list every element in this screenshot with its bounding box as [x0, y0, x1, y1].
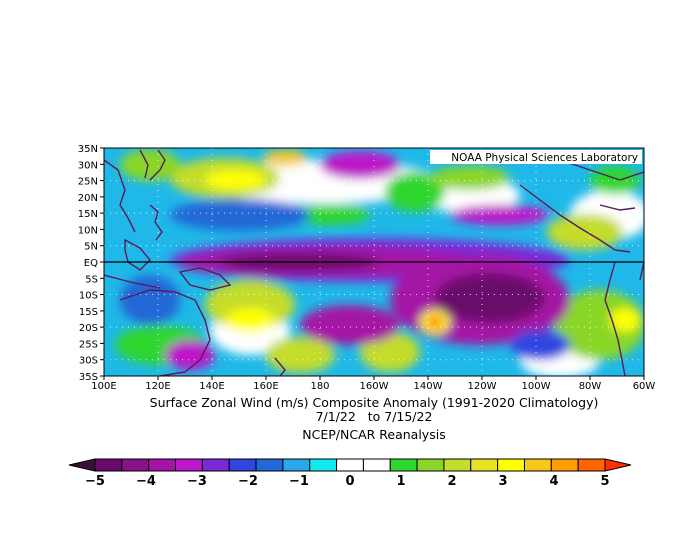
colorbar-label: −4	[136, 474, 156, 489]
colorbar-cell	[416, 458, 445, 472]
lon-label: 100E	[91, 381, 116, 392]
lat-label: 15N	[78, 209, 98, 220]
colorbar: −5 −4 −3 −2 −1 0 1 2 3 4 5	[68, 458, 632, 489]
lon-labels: 100E 120E 140E 160E 180 160W 140W 120W 1…	[91, 381, 655, 392]
colorbar-label: −1	[289, 474, 309, 489]
lat-label: 20S	[79, 323, 98, 334]
lat-label: 5N	[84, 242, 98, 253]
lon-label: 100W	[522, 381, 551, 392]
colorbar-cell	[550, 458, 579, 472]
colorbar-cell	[523, 458, 552, 472]
lon-label: 120W	[468, 381, 497, 392]
lat-label: EQ	[84, 258, 98, 269]
credit-text: NOAA Physical Sciences Laboratory	[451, 152, 638, 164]
colorbar-cell	[470, 458, 499, 472]
colorbar-cell	[175, 458, 203, 472]
colorbar-cell	[201, 458, 230, 472]
colorbar-cell	[336, 458, 364, 472]
colorbar-cell	[497, 458, 525, 472]
lat-label: 30N	[78, 160, 98, 171]
colorbar-cell	[309, 458, 338, 472]
colorbar-cell	[94, 458, 123, 472]
data-source: NCEP/NCAR Reanalysis	[302, 427, 445, 442]
lon-label: 140E	[199, 381, 224, 392]
colorbar-label: −3	[187, 474, 207, 489]
colorbar-label: 1	[396, 474, 405, 489]
colorbar-arrow-high	[604, 458, 632, 472]
colorbar-label: 4	[549, 474, 558, 489]
lat-label: 35N	[78, 144, 98, 155]
colorbar-cell	[443, 458, 472, 472]
colorbar-cell	[255, 458, 284, 472]
lat-label: 35S	[79, 372, 98, 383]
lat-label: 5S	[85, 274, 98, 285]
colorbar-label: 3	[498, 474, 507, 489]
colorbar-cell	[362, 458, 391, 472]
date-range: 7/1/22 to 7/15/22	[316, 409, 433, 424]
colorbar-label: 0	[345, 474, 354, 489]
colorbar-arrow-low	[68, 458, 96, 472]
lat-label: 10N	[78, 225, 98, 236]
colorbar-labels: −5 −4 −3 −2 −1 0 1 2 3 4 5	[85, 474, 610, 489]
lat-label: 10S	[79, 291, 98, 302]
colorbar-cell	[577, 458, 606, 472]
colorbar-label: −5	[85, 474, 105, 489]
colorbar-cell	[389, 458, 418, 472]
colorbar-cell	[282, 458, 311, 472]
lon-label: 120E	[145, 381, 170, 392]
lon-label: 80W	[579, 381, 602, 392]
lon-label: 160W	[360, 381, 389, 392]
lat-label: 30S	[79, 356, 98, 367]
lat-label: 25S	[79, 339, 98, 350]
lat-axis	[100, 147, 104, 377]
figure-title: Surface Zonal Wind (m/s) Composite Anoma…	[150, 395, 599, 410]
colorbar-cells	[68, 458, 632, 472]
coastlines	[104, 149, 644, 376]
lon-label: 60W	[633, 381, 656, 392]
credit-box: NOAA Physical Sciences Laboratory	[430, 150, 642, 164]
lon-label: 140W	[414, 381, 443, 392]
lon-label: 160E	[253, 381, 278, 392]
colorbar-label: 5	[600, 474, 609, 489]
lat-labels: 35N 30N 25N 20N 15N 10N 5N EQ 5S 10S 15S…	[78, 144, 98, 383]
lat-label: 20N	[78, 193, 98, 204]
anomaly-map	[104, 148, 644, 376]
colorbar-cell	[148, 458, 177, 472]
lat-label: 25N	[78, 177, 98, 188]
lat-label: 15S	[79, 307, 98, 318]
lon-label: 180	[310, 381, 329, 392]
colorbar-cell	[228, 458, 257, 472]
colorbar-label: 2	[447, 474, 456, 489]
lon-axis	[103, 376, 645, 380]
colorbar-label: −2	[238, 474, 258, 489]
colorbar-cell	[121, 458, 150, 472]
